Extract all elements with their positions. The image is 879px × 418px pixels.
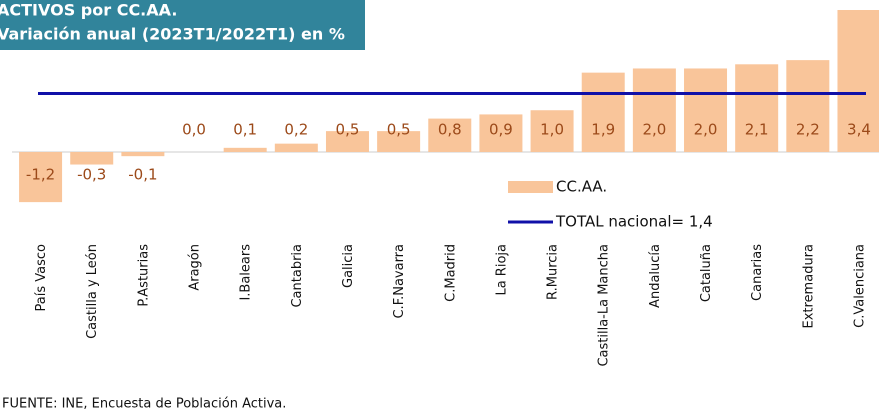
bar [479,114,523,152]
x-tick-label: Cantabria [290,244,305,308]
value-label: 0,1 [233,121,257,139]
value-label: 1,9 [591,121,615,139]
x-tick-label: Castilla-La Mancha [597,244,612,367]
x-tick-label: Cataluña [699,244,714,302]
value-label: -0,3 [77,166,106,184]
bar [70,152,114,165]
title-box [0,0,365,50]
bar [121,152,165,157]
value-label: -0,1 [128,166,157,184]
x-tick-label: C.F.Navarra [392,244,407,319]
bar [632,68,676,152]
value-label: -1,2 [26,166,55,184]
chart-subtitle: Variación anual (2023T1/2022T1) en % [0,25,345,44]
x-tick-label: C.Valenciana [852,244,867,328]
value-label: 2,0 [694,121,718,139]
bar [530,110,574,152]
value-label: 0,5 [336,121,360,139]
x-tick-label: C.Madrid [443,244,458,302]
legend-label: TOTAL nacional= 1,4 [555,213,713,231]
x-tick-label: P.Asturias [136,244,151,307]
x-tick-label: Aragón [188,244,203,291]
x-tick-label: Extremadura [801,244,816,329]
value-label: 0,5 [387,121,411,139]
x-tick-label: Andalucía [648,244,663,308]
bar [428,118,472,152]
value-label: 0,0 [182,121,206,139]
bar [684,68,728,152]
legend-label: CC.AA. [556,178,607,196]
value-label: 1,0 [540,121,564,139]
x-tick-label: Canarias [750,244,765,301]
bar [377,131,421,152]
value-label: 3,4 [847,121,871,139]
bar [837,10,879,152]
value-label: 2,0 [642,121,666,139]
value-label: 0,2 [284,121,308,139]
x-tick-label: R.Murcia [546,244,561,300]
x-tick-label: Castilla y León [85,244,100,339]
bar [786,60,830,152]
value-label: 2,1 [745,121,769,139]
x-tick-label: País Vasco [34,244,49,312]
x-tick-label: La Rioja [494,244,509,296]
bar [581,72,625,152]
bar [19,152,63,203]
value-label: 0,8 [438,121,462,139]
source-note: FUENTE: INE, Encuesta de Población Activ… [2,397,286,412]
legend-swatch [508,181,553,193]
x-tick-label: I.Balears [239,244,254,301]
bar [223,147,267,152]
chart-title: ACTIVOS por CC.AA. [0,1,177,20]
value-label: 2,2 [796,121,820,139]
bar [325,131,369,152]
bar [274,143,318,152]
x-tick-label: Galicia [341,244,356,288]
value-label: 0,9 [489,121,513,139]
bar [735,64,779,152]
